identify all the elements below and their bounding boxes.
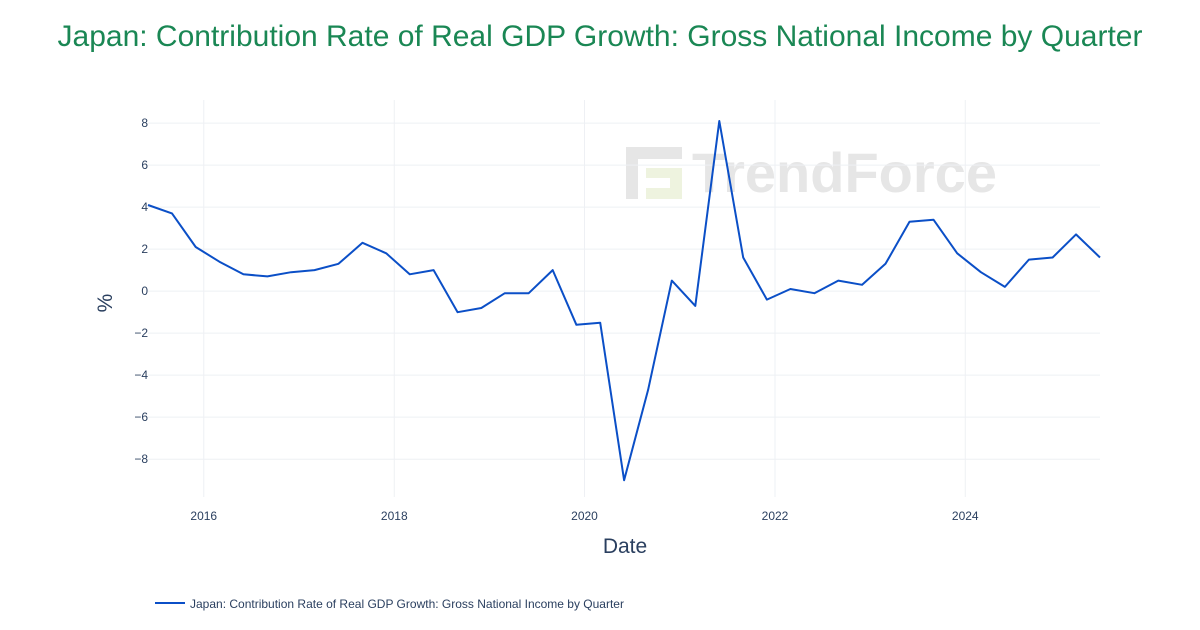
y-tick-label: 8 xyxy=(141,116,148,130)
chart-title: Japan: Contribution Rate of Real GDP Gro… xyxy=(57,20,1143,53)
y-tick-label: −4 xyxy=(134,368,148,382)
y-tick-label: −8 xyxy=(134,452,148,466)
y-tick-label: 2 xyxy=(141,242,148,256)
trendforce-watermark: TrendForce xyxy=(626,141,997,204)
grid xyxy=(148,100,1100,497)
watermark-text: TrendForce xyxy=(692,141,997,204)
series-line[interactable] xyxy=(147,120,1101,482)
y-tick-label: −6 xyxy=(134,410,148,424)
x-axis-title: Date xyxy=(603,535,647,558)
series-layer xyxy=(147,120,1101,482)
legend-label: Japan: Contribution Rate of Real GDP Gro… xyxy=(190,597,624,611)
y-tick-label: 6 xyxy=(141,158,148,172)
x-tick-label: 2018 xyxy=(381,509,408,523)
y-axis-ticks: 8 6 4 2 0 −2 −4 −6 −8 xyxy=(134,116,148,466)
trendforce-logo-icon xyxy=(626,147,682,199)
x-tick-label: 2020 xyxy=(571,509,598,523)
legend[interactable]: Japan: Contribution Rate of Real GDP Gro… xyxy=(155,597,624,611)
x-axis-ticks: 2016 2018 2020 2022 2024 xyxy=(190,509,979,523)
y-tick-label: 0 xyxy=(141,284,148,298)
x-tick-label: 2024 xyxy=(952,509,979,523)
y-tick-label: 4 xyxy=(141,200,148,214)
y-tick-label: −2 xyxy=(134,326,148,340)
y-axis-title: % xyxy=(94,294,117,313)
x-tick-label: 2022 xyxy=(762,509,789,523)
x-tick-label: 2016 xyxy=(190,509,217,523)
